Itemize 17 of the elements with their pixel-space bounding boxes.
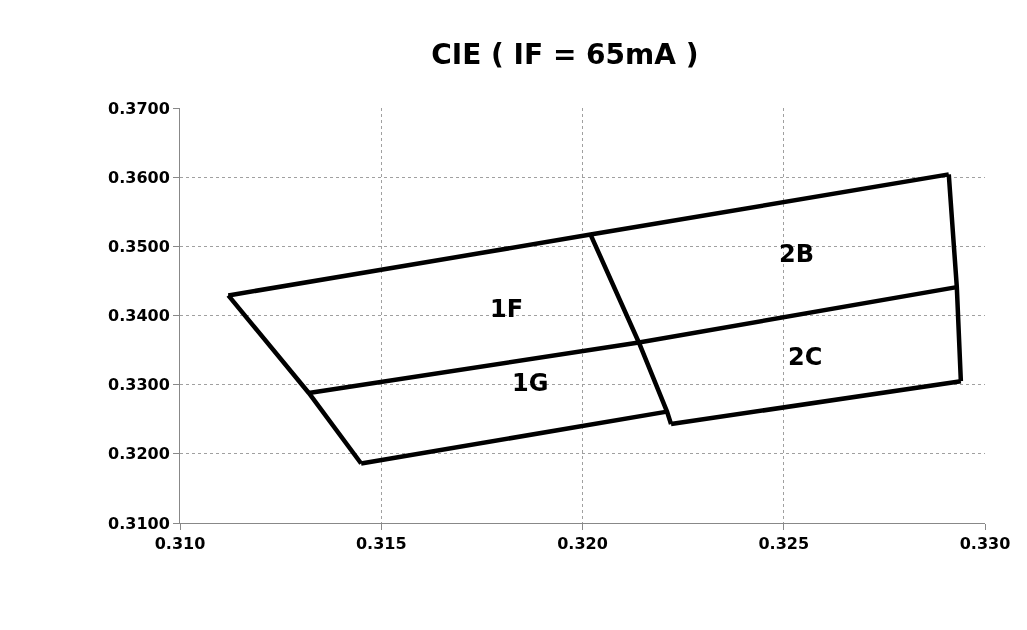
y-tick-label: 0.3300 xyxy=(108,375,170,395)
y-tick-label: 0.3700 xyxy=(108,98,170,118)
x-tick-label: 0.315 xyxy=(355,534,407,554)
chart-title: CIE ( IF = 65mA ) xyxy=(431,37,699,71)
y-tick-label: 0.3400 xyxy=(108,306,170,326)
y-tick-label: 0.3600 xyxy=(108,167,170,187)
y-tick-label: 0.3100 xyxy=(108,513,170,533)
y-tick-label: 0.3200 xyxy=(108,444,170,464)
x-tick-label: 0.310 xyxy=(154,534,206,554)
annotation: 2B xyxy=(779,240,814,268)
annotation: 2C xyxy=(788,343,823,371)
x-tick-label: 0.320 xyxy=(557,534,608,554)
y-tick-label: 0.3500 xyxy=(108,236,170,256)
x-tick-label: 0.325 xyxy=(758,534,810,554)
annotation: 1F xyxy=(490,295,524,323)
x-tick-label: 0.330 xyxy=(959,534,1011,554)
annotation: 1G xyxy=(512,369,549,397)
